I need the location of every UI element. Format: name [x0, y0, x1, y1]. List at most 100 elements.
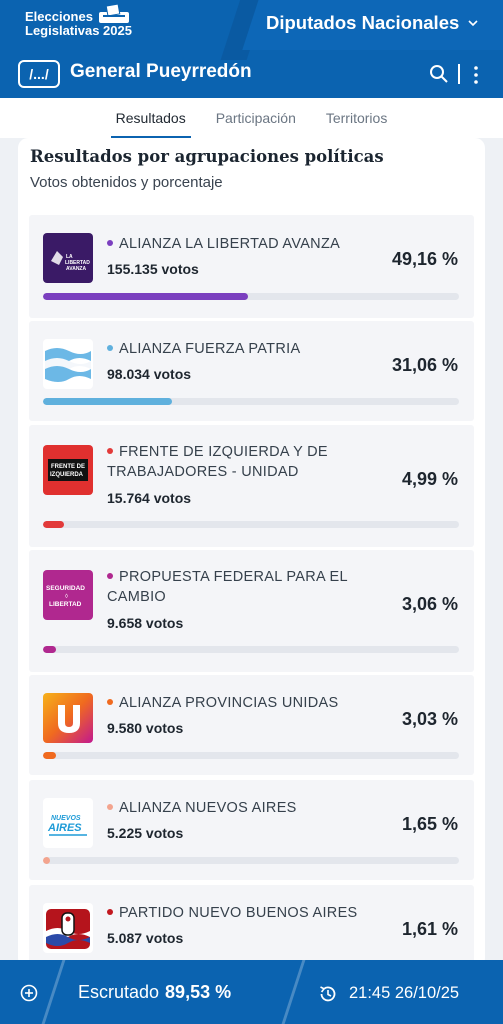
party-color-dot [107, 448, 113, 455]
svg-text:AVANZA: AVANZA [66, 266, 86, 272]
scrutinized-label: Escrutado [78, 982, 160, 1002]
party-votes: 9.658 votos [107, 615, 184, 631]
tab-participacion[interactable]: Participación [215, 110, 296, 126]
party-color-dot [107, 573, 113, 580]
party-percentage: 49,16 % [391, 249, 458, 269]
menu-button-label: /.../ [29, 66, 49, 82]
result-row[interactable]: ALIANZA PROVINCIAS UNIDAS 9.580 votos 3,… [29, 675, 474, 775]
result-row[interactable]: PARTIDO NUEVO BUENOS AIRES 5.087 votos 1… [29, 885, 474, 968]
progress-track [43, 293, 459, 300]
progress-fill [43, 752, 56, 759]
svg-text:LIBERTAD: LIBERTAD [49, 601, 82, 608]
frente-izquierda-logo: FRENTE DE IZQUIERDA [43, 445, 93, 495]
party-votes: 9.580 votos [107, 720, 184, 736]
progress-fill [43, 293, 248, 300]
result-row[interactable]: LA LIBERTAD AVANZA ALIANZA LA LIBERTAD A… [29, 215, 474, 318]
shield-icon [46, 909, 90, 949]
progress-track [43, 398, 459, 405]
provincias-unidas-u-logo [43, 693, 93, 743]
party-percentage: 31,06 % [391, 355, 458, 375]
u-letter-mark [58, 705, 80, 733]
svg-text:FRENTE DE: FRENTE DE [51, 464, 85, 470]
top-header: Elecciones Legislativas 2025 Diputados N… [0, 0, 503, 98]
party-name: ALIANZA PROVINCIAS UNIDAS [107, 693, 375, 713]
header-divider [458, 64, 460, 84]
ballot-box-icon [99, 4, 129, 23]
party-votes: 155.135 votos [107, 261, 199, 277]
tab-bar: Resultados Participación Territorios [0, 98, 503, 138]
brand-line-1: Elecciones [25, 9, 93, 24]
card-subtitle: Votos obtenidos y porcentaje [30, 174, 223, 191]
fit-logo-mark: FRENTE DE IZQUIERDA [48, 459, 88, 481]
party-votes: 98.034 votos [107, 366, 192, 382]
svg-text:LIBERTAD: LIBERTAD [65, 260, 90, 266]
party-percentage: 3,03 % [401, 709, 458, 729]
progress-track [43, 521, 459, 528]
more-options-icon[interactable] [472, 65, 480, 85]
party-votes: 5.225 votos [107, 825, 184, 841]
search-icon[interactable] [429, 64, 449, 84]
svg-text:NUEVOS: NUEVOS [51, 815, 81, 822]
party-name-text: ALIANZA LA LIBERTAD AVANZA [119, 236, 341, 252]
result-row[interactable]: ALIANZA FUERZA PATRIA 98.034 votos 31,06… [29, 321, 474, 421]
progress-track [43, 857, 459, 864]
party-color-dot [107, 240, 113, 247]
results-card: Resultados por agrupaciones políticas Vo… [18, 138, 485, 968]
la-libertad-avanza-logo: LA LIBERTAD AVANZA [43, 233, 93, 283]
nuevos-aires-logo: NUEVOS AIRES [43, 798, 93, 848]
status-divider [41, 960, 66, 1024]
tab-resultados[interactable]: Resultados [110, 98, 191, 138]
svg-text:IZQUIERDA: IZQUIERDA [50, 472, 84, 478]
progress-fill [43, 521, 64, 528]
party-name: FRENTE DE IZQUIERDA Y DE TRABAJADORES - … [107, 442, 375, 482]
party-name-text: PROPUESTA FEDERAL PARA EL CAMBIO [107, 569, 348, 605]
svg-text:◊: ◊ [65, 593, 68, 600]
party-color-dot [107, 804, 113, 811]
party-color-dot [107, 345, 113, 352]
progress-track [43, 752, 459, 759]
card-title: Resultados por agrupaciones políticas [30, 147, 384, 166]
party-name: PROPUESTA FEDERAL PARA EL CAMBIO [107, 567, 375, 607]
tab-territorios[interactable]: Territorios [325, 110, 388, 126]
party-votes: 15.764 votos [107, 490, 192, 506]
place-title: General Pueyrredón [70, 61, 252, 82]
party-name-text: FRENTE DE IZQUIERDA Y DE TRABAJADORES - … [107, 444, 328, 480]
section-dropdown-label: Diputados Nacionales [266, 12, 460, 33]
party-name: ALIANZA FUERZA PATRIA [107, 339, 375, 359]
add-circle-icon[interactable] [20, 984, 38, 1002]
party-name-text: ALIANZA PROVINCIAS UNIDAS [119, 695, 339, 711]
party-name-text: ALIANZA FUERZA PATRIA [119, 341, 301, 357]
progress-fill [43, 646, 56, 653]
nuevo-buenos-aires-shield-logo [43, 903, 93, 953]
svg-text:AIRES: AIRES [47, 822, 82, 834]
progress-fill [43, 398, 173, 405]
seguridad-libertad-logo: SEGURIDAD ◊ LIBERTAD [43, 570, 93, 620]
seguridad-libertad-mark: SEGURIDAD ◊ LIBERTAD [46, 585, 85, 608]
party-percentage: 3,06 % [401, 594, 458, 614]
party-percentage: 1,61 % [401, 919, 458, 939]
party-name-text: PARTIDO NUEVO BUENOS AIRES [119, 905, 358, 921]
result-row[interactable]: NUEVOS AIRES ALIANZA NUEVOS AIRES 5.225 … [29, 780, 474, 880]
party-color-dot [107, 699, 113, 706]
argentina-flag-icon [45, 348, 91, 382]
refresh-clock-icon [320, 986, 336, 1002]
result-row[interactable]: FRENTE DE IZQUIERDA FRENTE DE IZQUIERDA … [29, 425, 474, 547]
party-name-text: ALIANZA NUEVOS AIRES [119, 800, 297, 816]
fuerza-patria-flag-logo [43, 339, 93, 389]
status-bar: Escrutado 89,53 % 21:45 26/10/25 [0, 960, 503, 1024]
section-dropdown[interactable]: Diputados Nacionales [266, 9, 479, 37]
party-percentage: 4,99 % [401, 469, 458, 489]
lion-icon: LA LIBERTAD AVANZA [51, 251, 90, 272]
nuevos-aires-mark: NUEVOS AIRES [47, 815, 87, 836]
scrutinized-value: 89,53 % [165, 982, 232, 1002]
party-percentage: 1,65 % [401, 814, 458, 834]
scrutinized-status: Escrutado 89,53 % [78, 982, 231, 1003]
progress-track [43, 646, 459, 653]
status-divider [281, 960, 306, 1024]
party-color-dot [107, 909, 113, 916]
menu-button[interactable]: /.../ [18, 60, 60, 88]
svg-text:SEGURIDAD: SEGURIDAD [46, 585, 85, 592]
party-name: ALIANZA NUEVOS AIRES [107, 798, 375, 818]
result-row[interactable]: SEGURIDAD ◊ LIBERTAD PROPUESTA FEDERAL P… [29, 550, 474, 672]
elections-brand: Elecciones Legislativas 2025 [25, 4, 132, 38]
